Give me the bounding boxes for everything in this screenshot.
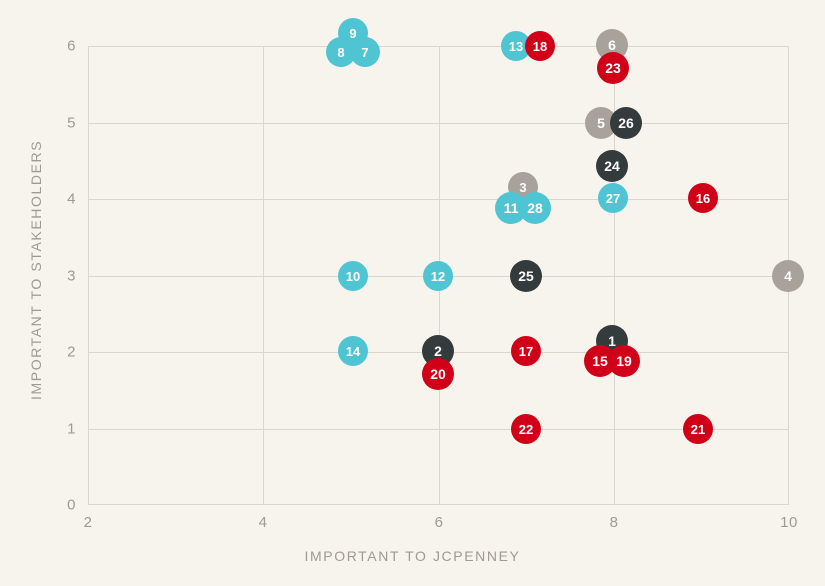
x-tick-label: 4 <box>258 514 268 531</box>
data-point-label: 15 <box>592 353 608 369</box>
gridline-horizontal <box>88 199 789 200</box>
data-point-label: 25 <box>518 268 534 284</box>
data-point-label: 13 <box>508 38 524 54</box>
gridline-vertical <box>614 46 615 505</box>
data-point-label: 26 <box>618 115 634 131</box>
y-tick-label: 1 <box>67 420 76 438</box>
x-tick-label: 2 <box>83 514 93 531</box>
y-tick-label: 0 <box>67 496 76 514</box>
data-point-bubble[interactable]: 16 <box>688 183 718 213</box>
data-point-label: 16 <box>695 190 711 206</box>
data-point-bubble[interactable]: 10 <box>338 261 368 291</box>
x-tick-label: 8 <box>609 514 619 531</box>
y-tick-label: 2 <box>67 343 76 361</box>
y-tick-label: 3 <box>67 267 76 285</box>
data-point-label: 21 <box>690 421 706 437</box>
data-point-bubble[interactable]: 23 <box>597 52 629 84</box>
gridline-horizontal <box>88 429 789 430</box>
data-point-bubble[interactable]: 19 <box>608 345 640 377</box>
data-point-label: 11 <box>503 200 519 216</box>
data-point-bubble[interactable]: 12 <box>423 261 453 291</box>
data-point-label: 10 <box>345 268 361 284</box>
x-tick-label: 6 <box>434 514 444 531</box>
data-point-bubble[interactable]: 24 <box>596 150 628 182</box>
data-point-label: 5 <box>597 115 605 131</box>
data-point-label: 23 <box>605 60 621 76</box>
data-point-label: 8 <box>337 44 345 60</box>
data-point-bubble[interactable]: 20 <box>422 358 454 390</box>
data-point-bubble[interactable]: 25 <box>510 260 542 292</box>
data-point-label: 7 <box>361 44 369 60</box>
data-point-label: 19 <box>616 353 632 369</box>
data-point-label: 6 <box>608 37 616 53</box>
data-point-label: 2 <box>434 343 442 359</box>
gridline-horizontal <box>88 123 789 124</box>
data-point-bubble[interactable]: 27 <box>598 183 628 213</box>
data-point-bubble[interactable]: 17 <box>511 336 541 366</box>
data-point-bubble[interactable]: 4 <box>772 260 804 292</box>
data-point-bubble[interactable]: 26 <box>610 107 642 139</box>
y-tick-label: 5 <box>67 114 76 132</box>
data-point-label: 27 <box>605 190 621 206</box>
data-point-label: 12 <box>430 268 446 284</box>
data-point-label: 17 <box>518 343 534 359</box>
data-point-label: 14 <box>345 343 361 359</box>
data-point-label: 9 <box>349 25 357 41</box>
data-point-label: 18 <box>532 38 548 54</box>
data-point-label: 4 <box>784 268 792 284</box>
x-axis-title: IMPORTANT TO JCPENNEY <box>304 548 521 564</box>
data-point-bubble[interactable]: 21 <box>683 414 713 444</box>
x-tick-label: 10 <box>780 514 798 531</box>
data-point-bubble[interactable]: 22 <box>511 414 541 444</box>
data-point-label: 24 <box>604 158 620 174</box>
gridline-vertical <box>263 46 264 505</box>
y-tick-label: 4 <box>67 190 76 208</box>
data-point-bubble[interactable]: 7 <box>350 37 380 67</box>
y-tick-label: 6 <box>67 37 76 55</box>
data-point-label: 28 <box>527 200 543 216</box>
data-point-label: 20 <box>430 366 446 382</box>
data-point-bubble[interactable]: 18 <box>525 31 555 61</box>
data-point-label: 3 <box>519 179 527 195</box>
y-axis-title: IMPORTANT TO STAKEHOLDERS <box>28 139 44 400</box>
data-point-label: 1 <box>608 333 616 349</box>
data-point-bubble[interactable]: 14 <box>338 336 368 366</box>
data-point-label: 22 <box>518 421 534 437</box>
data-point-bubble[interactable]: 28 <box>519 192 551 224</box>
